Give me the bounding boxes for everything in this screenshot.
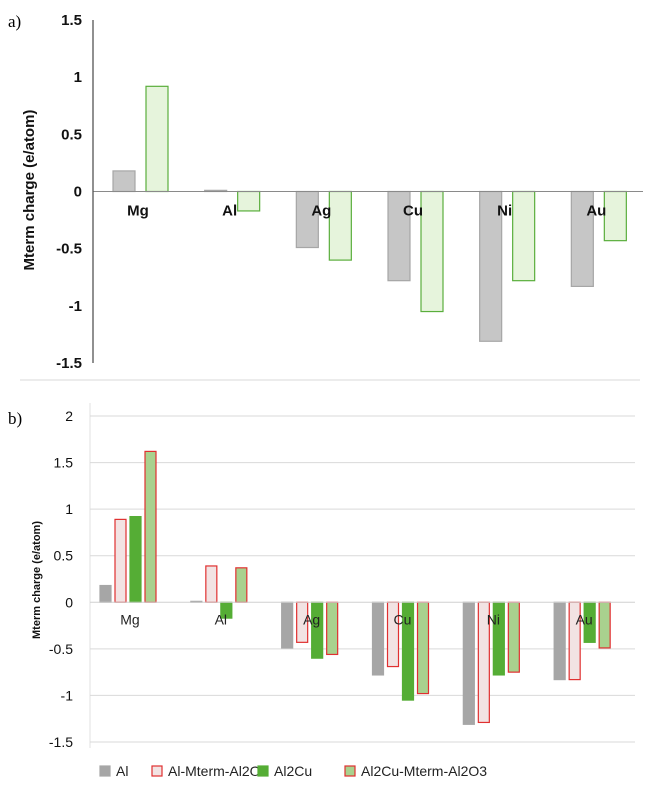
bar-al2cu-mterm-al2o3-cu — [416, 601, 430, 695]
panel-b-y-axis-label: Mterm charge (e/atom) — [31, 521, 43, 639]
panel-a-y-axis-label: Mterm charge (e/atom) — [21, 110, 38, 271]
bar-al-mg — [99, 584, 112, 603]
bar-al2cu-mterm-al2o3-ag — [326, 601, 339, 656]
bar-series-0-ag — [295, 190, 319, 249]
y-tick-label: 0.5 — [61, 126, 82, 143]
legend-label: Al-Mterm-Al2O3 — [168, 763, 269, 779]
bar-series-1-ni — [512, 190, 536, 282]
bar-al2cu-mterm-al2o3-mg — [144, 450, 157, 603]
bar-al-au — [553, 601, 566, 681]
legend-swatch-al2cu-mterm-al2o3 — [344, 765, 356, 777]
y-tick-label: 1 — [65, 501, 73, 517]
panel-b-legend: Al Al-Mterm-Al2O3 Al2Cu Al2Cu-Mterm-Al2O3 — [99, 763, 487, 779]
legend-swatch-al-mterm-al2o3 — [151, 765, 163, 777]
bar-series-1-cu — [420, 190, 444, 313]
category-label-cu: Cu — [403, 203, 423, 220]
bar-al-ag — [281, 601, 294, 649]
category-label-ag: Ag — [311, 203, 331, 220]
y-tick-label: 0 — [65, 594, 73, 610]
bar-al-mterm-al2o3-al — [205, 565, 218, 603]
legend-label: Al2Cu-Mterm-Al2O3 — [361, 763, 487, 779]
category-label-au: Au — [576, 611, 593, 627]
panel-a-chart: 1.5 1 0.5 0 -0.5 -1 -1.5 Mg Al Ag Cu Ni Au — [56, 12, 643, 372]
y-tick-label: 2 — [65, 408, 73, 424]
bar-al-ni — [462, 601, 475, 725]
bar-series-0-mg — [112, 170, 136, 193]
y-tick-label: 1.5 — [61, 12, 82, 29]
category-label-au: Au — [586, 203, 606, 220]
y-tick-label: 1 — [74, 69, 82, 86]
category-label-al: Al — [215, 611, 227, 627]
category-label-mg: Mg — [120, 611, 139, 627]
panel-b-label: b) — [8, 409, 22, 428]
legend-label: Al2Cu — [274, 763, 312, 779]
bar-series-1-ag — [328, 190, 352, 261]
bar-al2cu-mterm-al2o3-au — [598, 601, 611, 649]
y-tick-label: 0.5 — [54, 548, 74, 564]
category-label-ni: Ni — [487, 611, 500, 627]
y-tick-label: -1 — [61, 687, 74, 703]
y-tick-label: 0 — [74, 184, 82, 201]
bar-series-1-al — [237, 190, 261, 212]
bar-al-cu — [371, 601, 385, 676]
y-tick-label: -1.5 — [49, 734, 73, 750]
category-label-cu: Cu — [394, 611, 412, 627]
panel-b-chart: 2 1.5 1 0.5 0 -0.5 -1 -1.5 Mg Al Ag Cu Ni Au — [49, 408, 635, 750]
bar-al2cu-mterm-al2o3-al — [235, 567, 248, 603]
y-tick-label: -1.5 — [56, 355, 82, 372]
panel-a-label: a) — [8, 12, 21, 31]
category-label-ni: Ni — [497, 203, 512, 220]
category-label-mg: Mg — [127, 203, 149, 220]
bar-al2cu-mterm-al2o3-ni — [507, 601, 520, 673]
category-label-al: Al — [222, 203, 237, 220]
y-tick-label: 1.5 — [54, 455, 74, 471]
bar-series-1-au — [603, 190, 627, 242]
y-tick-label: -0.5 — [56, 241, 82, 258]
legend-label: Al — [116, 763, 128, 779]
y-tick-label: -0.5 — [49, 641, 73, 657]
y-tick-label: -1 — [69, 298, 82, 315]
legend-swatch-al2cu — [257, 765, 269, 777]
bar-al-mterm-al2o3-mg — [114, 518, 127, 603]
bar-series-1-mg — [145, 85, 169, 193]
category-label-ag: Ag — [303, 611, 320, 627]
bar-al2cu-mg — [129, 515, 142, 603]
legend-swatch-al — [99, 765, 111, 777]
